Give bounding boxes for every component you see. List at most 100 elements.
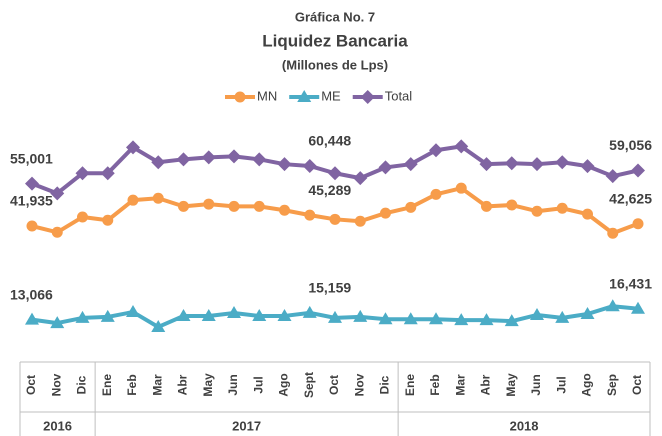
chart-note: (Millones de Lps)	[282, 57, 388, 72]
marker	[380, 207, 391, 219]
x-tick-label: Nov	[352, 373, 366, 396]
marker	[360, 90, 375, 104]
x-tick-label: Oct	[24, 375, 38, 395]
marker	[253, 200, 265, 212]
x-tick-label: Ene	[403, 374, 417, 396]
marker	[279, 204, 290, 216]
marker	[582, 208, 593, 220]
data-label: 59,056	[609, 137, 652, 153]
marker	[580, 307, 595, 320]
chart-title: Gráfica No. 7	[295, 9, 375, 24]
chart-subtitle: Liquidez Bancaria	[262, 31, 408, 50]
marker	[378, 160, 393, 175]
marker	[504, 314, 519, 327]
group-label: 2016	[43, 418, 72, 433]
marker	[252, 152, 267, 167]
marker	[151, 319, 166, 332]
marker	[252, 308, 267, 321]
marker	[479, 157, 494, 172]
x-tick-label: Sep	[605, 374, 619, 396]
marker	[530, 307, 544, 320]
data-label: 42,625	[609, 190, 652, 206]
marker	[297, 90, 312, 102]
x-tick-label: Mar	[453, 374, 467, 396]
marker	[607, 227, 619, 239]
marker	[151, 155, 166, 170]
marker	[176, 308, 191, 321]
legend-label: ME	[321, 88, 341, 103]
marker	[152, 192, 164, 204]
marker	[504, 156, 519, 171]
marker	[430, 188, 442, 200]
marker	[203, 198, 215, 210]
marker	[378, 312, 393, 325]
x-tick-label: Ago	[277, 373, 291, 396]
marker	[126, 305, 140, 318]
x-tick-label: May	[201, 373, 215, 397]
marker	[277, 157, 292, 172]
marker	[75, 310, 90, 323]
marker	[178, 200, 189, 212]
marker	[227, 306, 241, 319]
data-label: 16,431	[609, 275, 652, 291]
marker	[328, 166, 342, 181]
legend-label: Total	[385, 88, 413, 103]
marker	[556, 202, 568, 214]
marker	[631, 301, 645, 314]
marker	[479, 313, 494, 326]
data-label: 15,159	[308, 280, 351, 296]
data-label: 13,066	[10, 286, 53, 302]
x-tick-label: Oct	[327, 375, 341, 395]
marker	[605, 169, 620, 184]
marker	[506, 199, 518, 211]
marker	[531, 205, 543, 217]
marker	[50, 186, 65, 201]
marker	[454, 313, 469, 326]
marker	[530, 157, 544, 172]
marker	[555, 310, 570, 323]
x-tick-label: Jul	[251, 376, 265, 393]
marker	[176, 152, 191, 167]
x-tick-label: May	[504, 373, 518, 397]
marker	[75, 166, 90, 181]
marker	[454, 139, 469, 154]
marker	[100, 166, 115, 181]
marker	[353, 309, 368, 322]
x-tick-label: Ago	[580, 373, 594, 396]
marker	[126, 140, 140, 155]
marker	[403, 312, 418, 325]
x-tick-label: Oct	[630, 375, 644, 395]
marker	[403, 157, 418, 172]
marker	[26, 220, 38, 232]
marker	[227, 149, 241, 164]
marker	[25, 176, 39, 191]
marker	[234, 91, 246, 103]
marker	[353, 171, 368, 186]
marker	[102, 214, 114, 226]
x-tick-label: Nov	[49, 373, 63, 396]
marker	[631, 163, 645, 178]
marker	[201, 308, 216, 321]
marker	[328, 310, 342, 323]
marker	[201, 150, 216, 165]
marker	[302, 305, 317, 318]
x-tick-label: Feb	[428, 374, 442, 395]
data-label: 55,001	[10, 150, 53, 166]
x-tick-label: Abr	[479, 374, 493, 395]
marker	[580, 159, 595, 174]
marker	[632, 218, 644, 230]
marker	[481, 200, 492, 212]
marker	[429, 312, 443, 325]
x-tick-label: Feb	[125, 374, 139, 395]
marker	[302, 158, 317, 173]
x-tick-label: Sept	[302, 372, 316, 398]
marker	[100, 309, 115, 322]
group-label: 2017	[232, 418, 261, 433]
x-tick-label: Jun	[226, 374, 240, 395]
x-tick-label: Abr	[176, 374, 190, 395]
marker	[228, 200, 240, 212]
marker	[405, 201, 417, 213]
x-tick-label: Dic	[75, 375, 89, 394]
marker	[555, 155, 570, 170]
